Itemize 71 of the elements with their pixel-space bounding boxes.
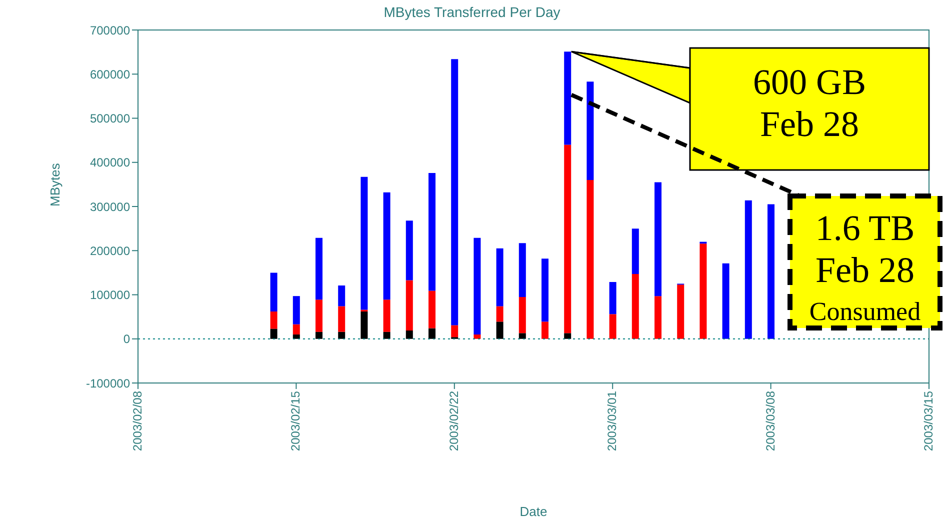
bar <box>677 284 684 339</box>
bar <box>768 204 774 339</box>
bar <box>292 296 300 324</box>
bar <box>496 322 504 339</box>
bar <box>428 328 436 339</box>
bar <box>474 238 481 334</box>
y-tick-label: 400000 <box>90 156 130 170</box>
bar <box>383 192 390 300</box>
x-tick-label: 2003/02/22 <box>446 390 461 452</box>
bar <box>406 220 413 280</box>
bar <box>564 144 572 334</box>
x-tick-label: 2003/03/15 <box>922 390 936 452</box>
bar <box>609 314 616 339</box>
bar <box>654 296 662 339</box>
y-axis-title: MBytes <box>48 162 63 206</box>
bar <box>518 296 526 334</box>
bar <box>360 176 368 310</box>
bar <box>406 330 413 339</box>
bar <box>632 228 639 274</box>
annotation: 600 GB Feb 28 <box>752 62 866 144</box>
y-tick-label: 0 <box>123 332 130 346</box>
bar <box>542 322 548 339</box>
bar <box>654 182 662 296</box>
y-tick-label: 200000 <box>90 244 130 258</box>
bar <box>428 290 436 328</box>
y-tick-label: 600000 <box>90 67 130 82</box>
x-axis-title: Date <box>520 504 548 519</box>
bar <box>518 243 526 297</box>
bar <box>564 52 572 145</box>
x-tick-label: 2003/03/08 <box>763 390 778 452</box>
x-tick-label: 2003/03/01 <box>605 390 620 452</box>
bar <box>586 82 594 180</box>
bar <box>451 325 458 338</box>
bar <box>518 333 526 339</box>
bar <box>338 332 346 339</box>
bar <box>383 332 390 339</box>
y-tick-label: 300000 <box>90 200 130 214</box>
x-tick-label: 2003/02/15 <box>288 390 303 452</box>
bar <box>316 332 322 339</box>
bar <box>632 274 639 339</box>
y-tick-label: 100000 <box>90 288 130 302</box>
bar <box>496 248 504 306</box>
annotation: 1.6 TB Feb 28 Consumed <box>809 208 921 326</box>
bar <box>496 306 504 322</box>
bar <box>474 334 481 339</box>
bar <box>270 328 278 339</box>
chart-title: MBytes Transferred Per Day <box>382 4 562 20</box>
bar <box>609 282 616 314</box>
bar <box>292 324 300 334</box>
bar <box>360 312 368 339</box>
bar <box>316 238 322 300</box>
bar <box>744 200 752 339</box>
bar <box>700 244 707 339</box>
bar <box>451 59 458 326</box>
bar <box>564 333 572 339</box>
bar <box>383 300 390 332</box>
bar <box>586 180 594 339</box>
y-tick-label: 500000 <box>90 112 130 126</box>
bar <box>292 334 300 339</box>
bar <box>270 272 278 312</box>
bar <box>406 280 413 330</box>
y-tick-label: 700000 <box>90 23 130 38</box>
bar <box>316 300 322 332</box>
x-tick-label: 2003/02/08 <box>130 390 145 452</box>
y-tick-label: -100000 <box>86 376 130 390</box>
bar <box>542 258 548 322</box>
bar <box>722 263 730 339</box>
bar <box>270 312 278 329</box>
bar <box>338 306 346 332</box>
bar <box>338 285 346 306</box>
bar <box>428 172 436 291</box>
